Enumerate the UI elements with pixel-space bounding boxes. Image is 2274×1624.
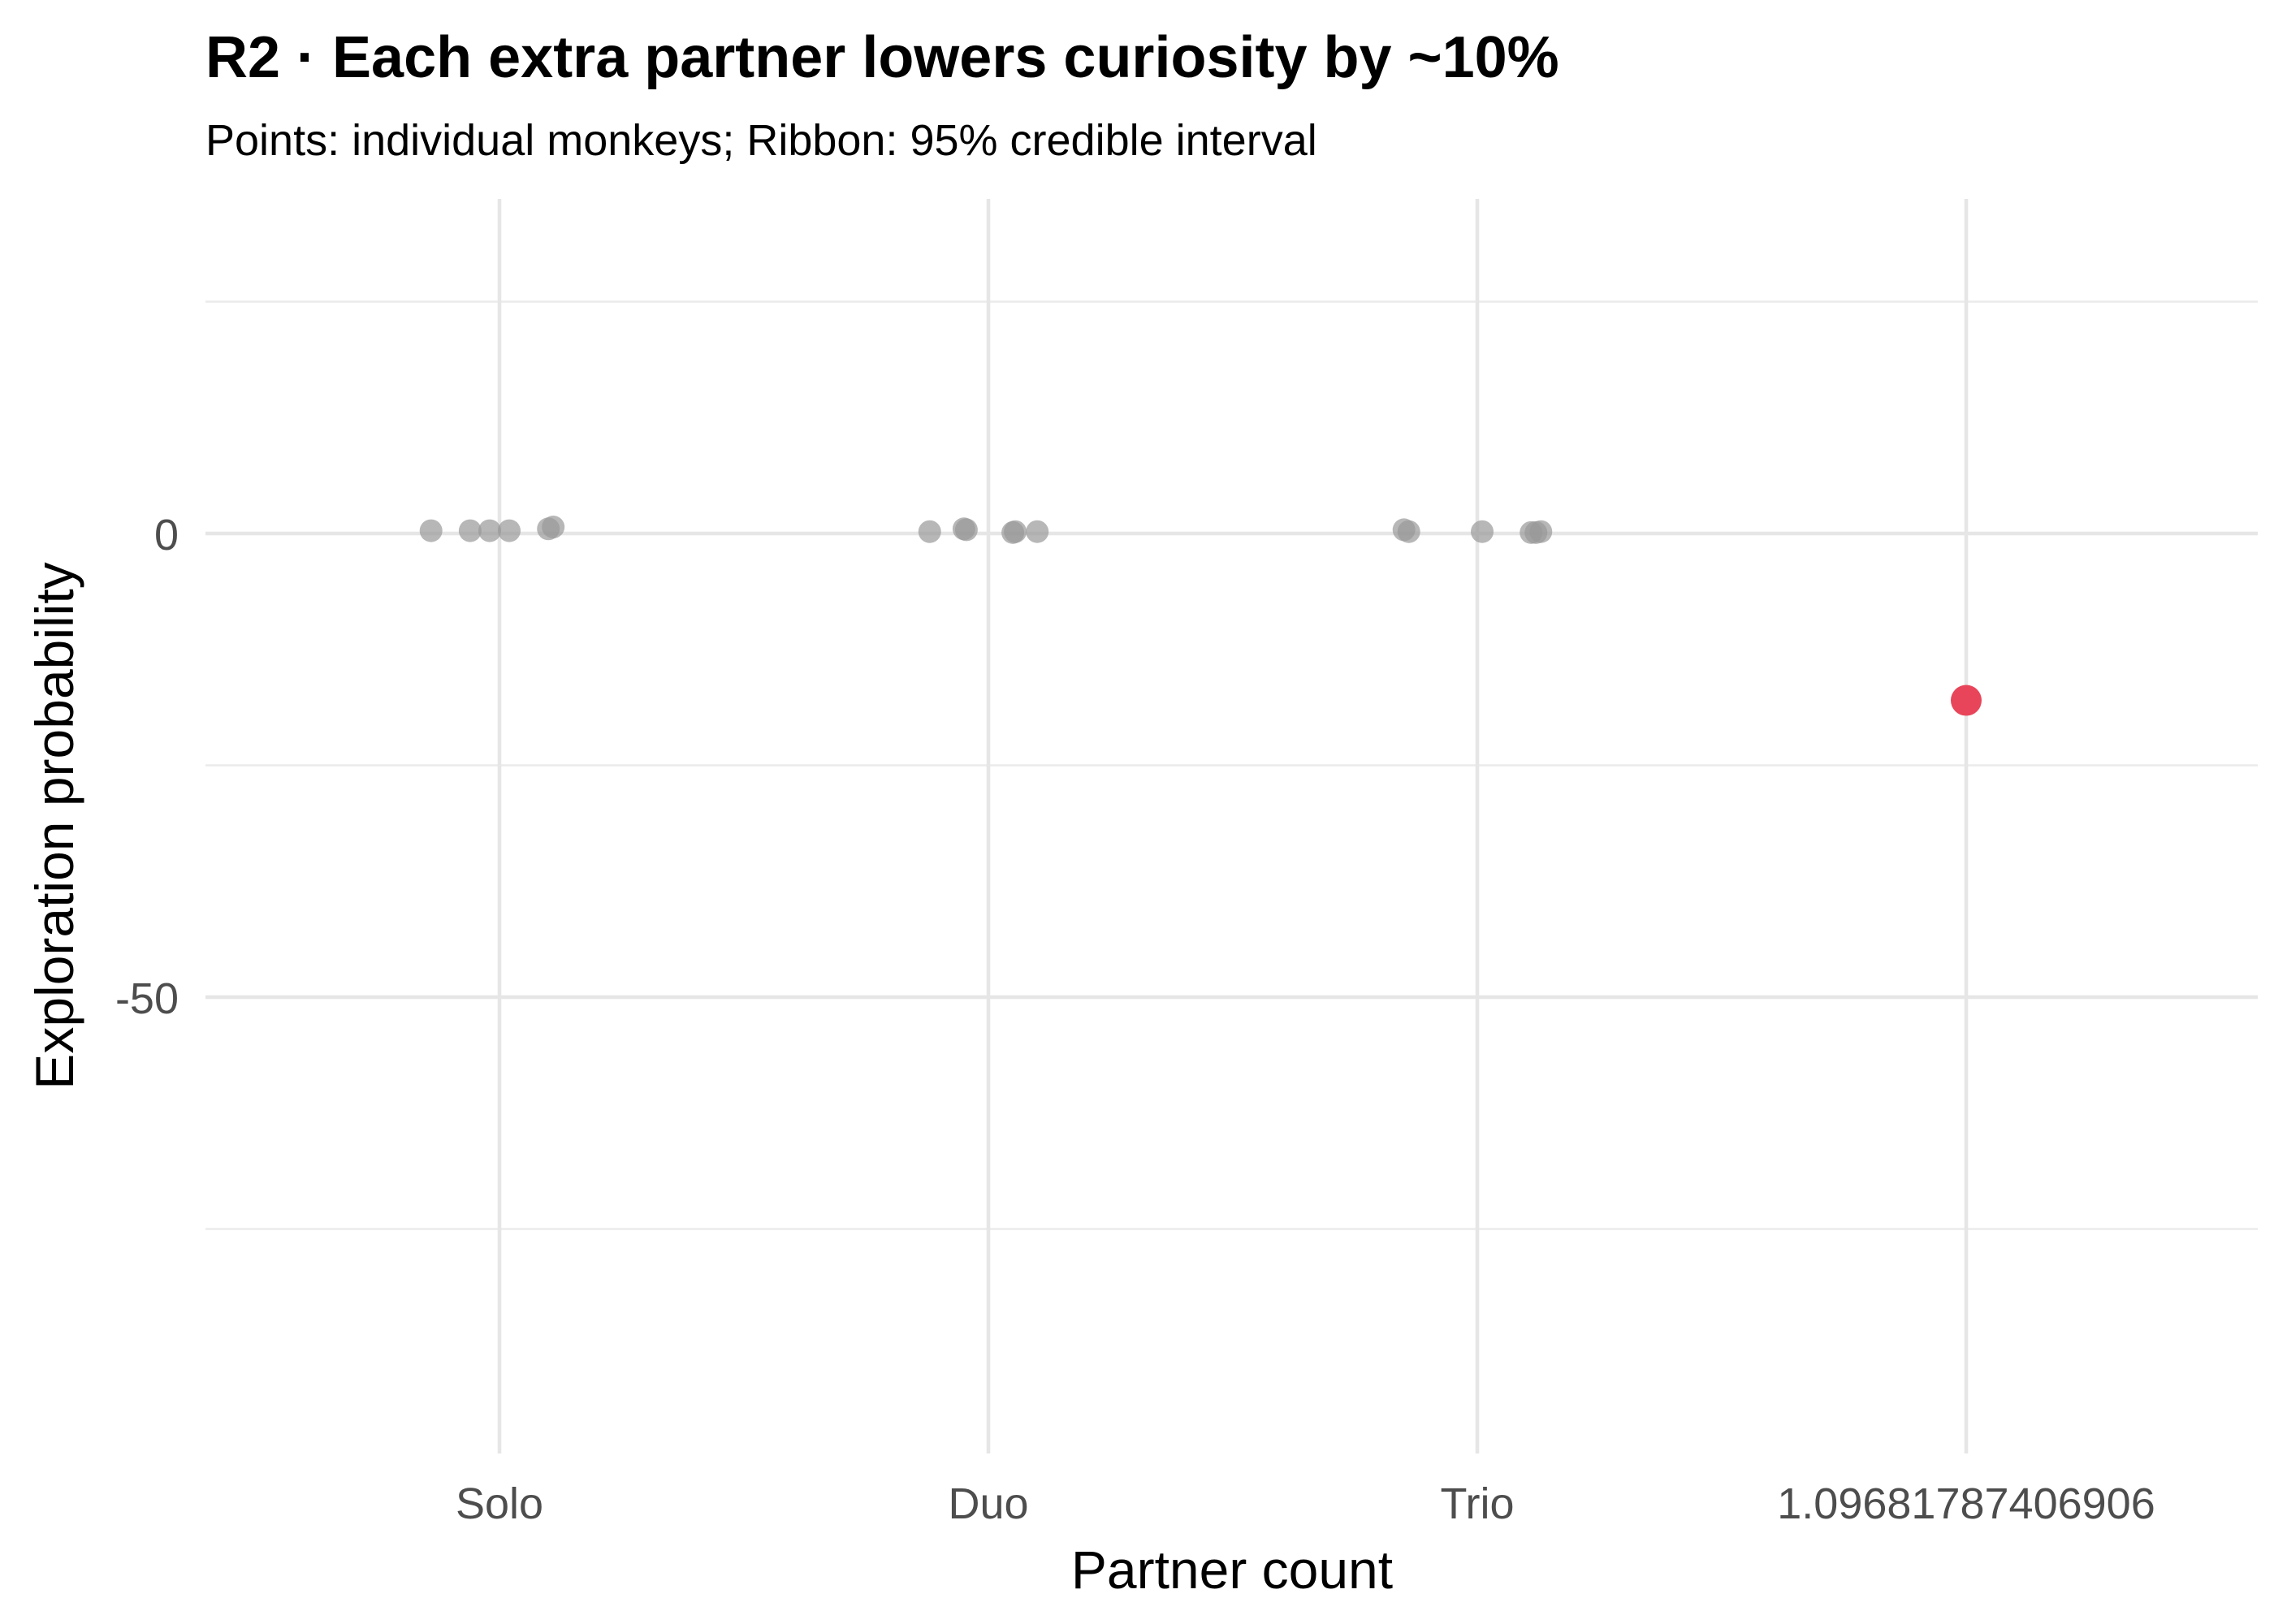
points-layer	[419, 516, 1982, 716]
grid-layer	[205, 199, 2258, 1453]
x-axis-label: Partner count	[1071, 1540, 1393, 1600]
axis-layer: 0 -50 Solo Duo Trio 1.09681787406906	[115, 511, 2155, 1528]
data-point	[1004, 520, 1027, 543]
data-point	[1529, 520, 1553, 543]
chart-subtitle: Points: individual monkeys; Ribbon: 95% …	[205, 116, 1317, 165]
data-point	[954, 518, 978, 542]
y-tick-label: -50	[115, 974, 179, 1023]
data-point	[458, 519, 482, 542]
data-point	[419, 519, 443, 542]
x-tick-label: Solo	[456, 1479, 543, 1528]
data-point	[478, 519, 501, 542]
highlight-point	[1951, 685, 1982, 716]
data-point	[542, 516, 565, 539]
data-point	[1471, 520, 1494, 543]
chart-title: R2 · Each extra partner lowers curiosity…	[205, 25, 1559, 90]
data-point	[1026, 520, 1049, 543]
x-tick-label: Duo	[948, 1479, 1028, 1528]
y-axis-label: Exploration probability	[24, 562, 84, 1089]
data-point	[498, 519, 521, 542]
x-tick-label: 1.09681787406906	[1777, 1479, 2155, 1528]
data-point	[1397, 520, 1420, 543]
x-tick-label: Trio	[1441, 1479, 1515, 1528]
data-point	[918, 520, 941, 543]
y-tick-label: 0	[154, 511, 179, 559]
